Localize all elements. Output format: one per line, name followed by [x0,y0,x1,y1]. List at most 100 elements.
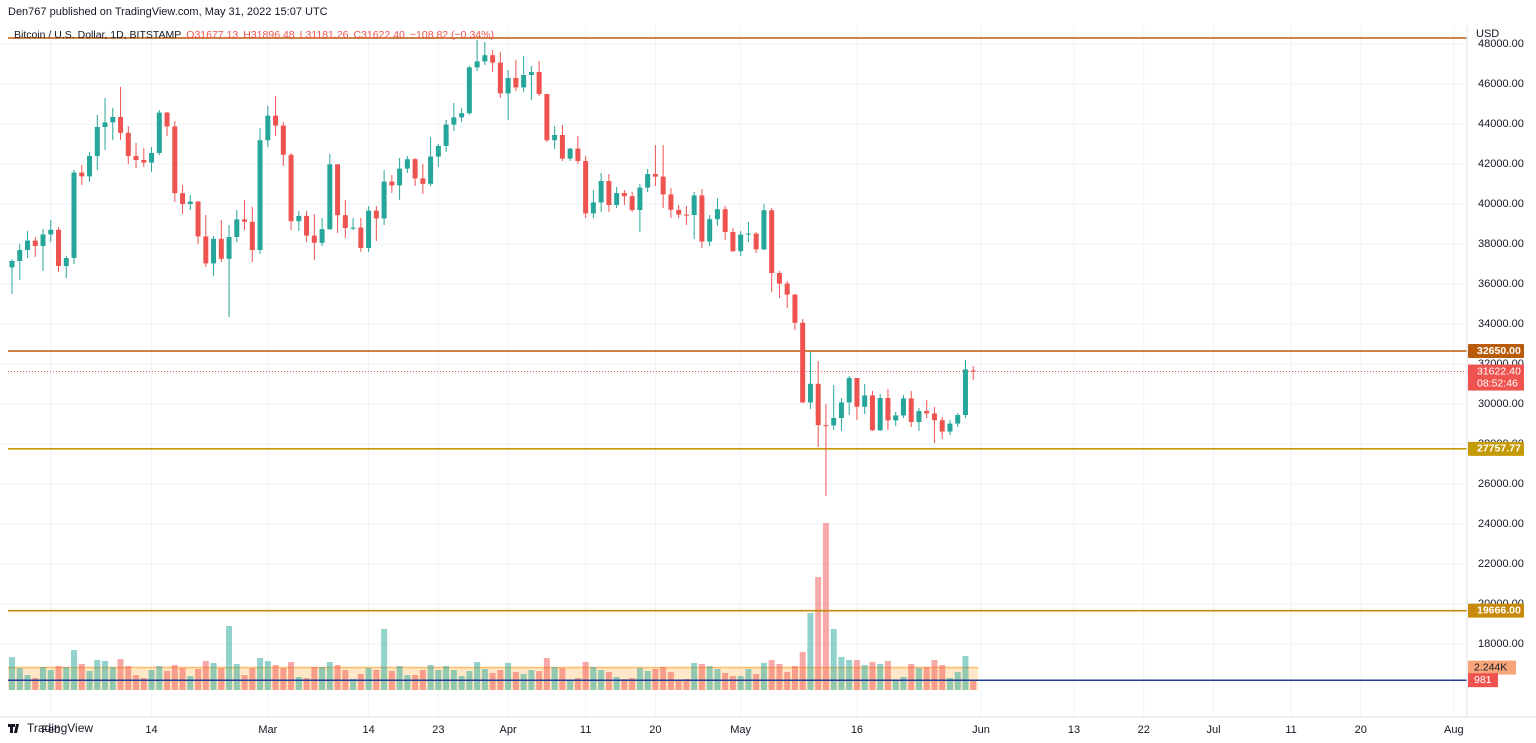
candle-body [164,112,170,127]
volume-bar [109,667,116,690]
candle-body [722,209,728,232]
candle-body [598,181,604,203]
candle-body [71,172,77,258]
volume-bar [768,660,775,690]
candle-body [606,181,612,205]
candle-body [559,135,565,159]
volume-bar [350,679,357,690]
candle-body [683,214,689,216]
volume-bar [559,668,566,690]
candle-body [482,55,488,62]
y-tick-label: 24000.00 [1478,518,1524,530]
x-tick-label: 23 [432,724,444,736]
volume-bar [9,657,16,690]
volume-bar [567,680,574,690]
candle-body [94,127,100,156]
candle-body [497,62,503,94]
candle-body [955,415,961,424]
candle-body [707,219,713,242]
candle-body [947,423,953,432]
y-tick-label: 30000.00 [1478,398,1524,410]
candle-body [962,369,968,415]
candle-body [792,294,798,323]
volume-bar [443,666,450,690]
price-axis: 18000.0020000.0022000.0024000.0026000.00… [1468,38,1524,688]
last-price-bg [1468,364,1524,391]
candle-body [265,115,271,141]
level-label: 32650.00 [1477,345,1521,357]
candle-body [575,148,581,161]
volume-bar [179,668,186,690]
x-tick-label: 22 [1138,724,1150,736]
volume-bar [381,629,388,690]
candle-body [296,216,302,222]
volume-ma-label: 2.244K [1474,661,1507,673]
candle-body [490,55,496,63]
candle-body [288,154,294,222]
volume-bar [24,675,31,690]
candle-body [257,140,263,250]
volume-bar [319,667,326,690]
volume-bar [551,667,558,690]
volume-bar [218,668,225,690]
candle-body [226,237,232,259]
volume-bar [923,667,930,690]
legend-item: H31896.48 [243,29,295,41]
x-tick-label: Mar [258,724,277,736]
y-tick-label: 18000.00 [1478,638,1524,650]
candle-body [521,75,527,88]
time-axis: Feb 14 Mar 14 23 Apr 11 20 May 16 Jun 13 22 Jul 11 20 Au… [41,724,1463,736]
candle-body [831,418,837,426]
candle-body [769,210,775,273]
candle-body [180,193,186,204]
candle-body [513,78,519,88]
candle-body [714,209,720,220]
candle-body [776,273,782,284]
y-tick-label: 36000.00 [1478,278,1524,290]
volume-bar [799,652,806,690]
volume-bar [900,677,907,690]
candle-body [311,235,317,243]
x-tick-label: May [730,724,751,736]
candle-body [156,112,162,153]
volume-bar [94,660,101,690]
volume-bar [675,681,682,690]
candle-body [738,234,744,252]
candle-body [854,378,860,407]
candle-body [614,193,620,205]
candle-body [451,117,457,125]
volume-bar [133,675,140,690]
candle-body [195,201,201,237]
volume-bar [365,668,372,690]
candle-body [939,420,945,432]
candle-body [753,233,759,250]
y-tick-label: 22000.00 [1478,558,1524,570]
candle-body [366,210,372,248]
candle-body [87,156,93,177]
volume-bar [458,676,465,690]
candle-body [552,135,558,141]
candle-body [916,411,922,422]
legend-item: C31622.40 [354,29,406,41]
candle-body [389,181,395,186]
x-tick-label: 20 [1355,724,1367,736]
volume-bar [853,660,860,690]
volume-bar [621,679,628,690]
x-tick-label: Jul [1206,724,1220,736]
candle-body [342,215,348,228]
volume-bar [63,667,70,690]
volume-bar [884,661,891,690]
candle-body [40,234,46,246]
candle-body [273,115,279,126]
volume-bar [877,664,884,690]
candles [9,40,976,496]
y-tick-label: 26000.00 [1478,478,1524,490]
candle-body [110,117,116,123]
volume-bar [753,674,760,690]
volume-bar [210,663,217,690]
volume-bar [295,677,302,690]
candle-body [676,209,682,215]
x-tick-label: 16 [851,724,863,736]
candle-body [807,383,813,403]
